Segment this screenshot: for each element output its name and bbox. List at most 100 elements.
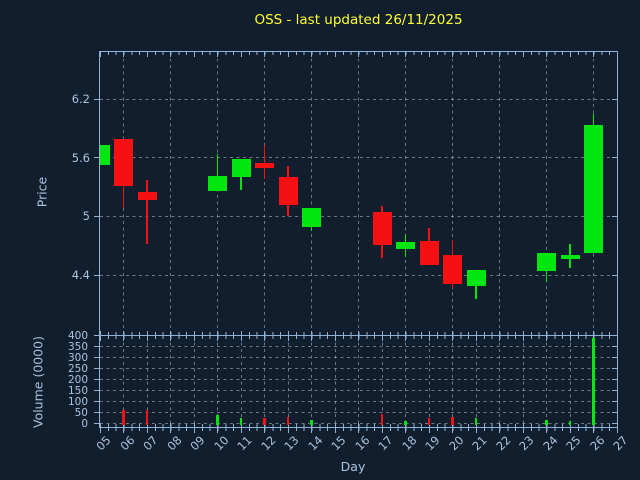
- volume-tick-label: 300: [67, 351, 88, 364]
- volume-gridline-vertical: [499, 336, 500, 427]
- major-tick-inner: [123, 330, 124, 335]
- candle-wick-day-10: [216, 153, 219, 191]
- volume-gridline-vertical: [428, 336, 430, 427]
- major-tick-inner: [616, 52, 617, 57]
- major-tick-inner: [452, 330, 453, 335]
- volume-tick-label: 400: [67, 329, 88, 342]
- major-tick-inner: [334, 330, 336, 335]
- day-tick-label: 19: [422, 433, 443, 454]
- day-tick: [146, 428, 148, 433]
- candle-day-7: [137, 191, 157, 200]
- major-tick-inner: [546, 330, 547, 335]
- major-tick-inner: [452, 52, 453, 57]
- price-tick-right: [612, 98, 617, 100]
- major-tick-inner: [100, 330, 101, 335]
- major-tick-inner: [287, 330, 289, 335]
- volume-gridline-vertical: [123, 336, 124, 427]
- candle-wick-day-12: [263, 144, 266, 180]
- price-tick-label: 5.6: [71, 150, 90, 165]
- volume-tick-right: [612, 423, 617, 424]
- major-tick-inner: [123, 336, 124, 341]
- volume-gridline-vertical: [170, 336, 171, 427]
- minor-ticks-outside: [100, 428, 618, 431]
- day-tick-label: 27: [610, 433, 631, 454]
- major-tick-inner: [193, 336, 195, 341]
- price-gridline-vertical: [358, 52, 359, 335]
- price-tick-right: [612, 215, 617, 217]
- price-gridline-vertical: [170, 52, 171, 335]
- day-tick: [217, 428, 218, 433]
- volume-gridline-vertical: [287, 336, 289, 427]
- volume-bar-day-24: [545, 419, 548, 426]
- day-tick-label: 21: [469, 433, 490, 454]
- volume-tick-label: 100: [67, 395, 88, 408]
- major-tick-inner: [287, 52, 289, 57]
- price-gridline-vertical: [499, 52, 500, 335]
- major-tick-inner: [170, 330, 171, 335]
- major-tick-inner: [616, 330, 617, 335]
- candle-day-11: [231, 158, 251, 178]
- day-axis-title: Day: [340, 459, 366, 474]
- major-tick-inner: [146, 52, 148, 57]
- major-tick-inner: [546, 52, 547, 57]
- major-tick-inner: [428, 330, 430, 335]
- major-tick-inner: [311, 336, 312, 341]
- price-tick-right: [612, 157, 617, 159]
- major-tick-inner: [405, 336, 406, 341]
- major-tick-inner: [593, 330, 594, 335]
- volume-bar-day-19: [427, 417, 431, 426]
- day-tick-label: 06: [117, 433, 138, 454]
- volume-gridline-vertical: [193, 336, 195, 427]
- volume-tick-right: [612, 357, 617, 358]
- price-gridline-vertical: [217, 52, 218, 335]
- major-tick-inner: [193, 330, 195, 335]
- volume-tick-right: [612, 346, 617, 347]
- volume-tick-label: 50: [74, 406, 88, 419]
- major-tick-inner: [334, 336, 336, 341]
- volume-bar-day-14: [310, 419, 313, 426]
- volume-bar-day-25: [568, 421, 572, 426]
- candle-wick-day-7: [146, 180, 148, 244]
- major-tick-inner: [170, 336, 171, 341]
- major-tick-inner: [311, 52, 312, 57]
- major-tick-inner: [264, 330, 265, 335]
- major-tick-inner: [381, 330, 383, 335]
- candle-day-6: [114, 139, 133, 186]
- major-tick-inner: [499, 52, 500, 57]
- major-tick-inner: [616, 336, 617, 341]
- volume-bar-day-20: [451, 416, 454, 426]
- volume-tick-label: 0: [81, 417, 88, 430]
- major-tick-inner: [240, 336, 242, 341]
- major-tick-inner: [100, 52, 101, 57]
- day-tick: [123, 428, 124, 433]
- major-tick-inner: [405, 52, 406, 57]
- major-tick-inner: [522, 422, 524, 427]
- day-tick-label: 25: [563, 433, 584, 454]
- major-tick-inner: [358, 52, 359, 57]
- price-tick-label: 5: [82, 209, 90, 224]
- major-tick-inner: [381, 336, 383, 341]
- major-tick-inner: [146, 336, 148, 341]
- candle-day-18: [396, 241, 415, 249]
- day-tick: [240, 428, 242, 433]
- major-tick-inner: [475, 52, 477, 57]
- volume-bar-day-12: [263, 418, 266, 426]
- volume-plot-area: [100, 336, 617, 427]
- day-tick-label: 17: [375, 433, 396, 454]
- day-tick-label: 24: [540, 433, 561, 454]
- volume-bar-day-17: [380, 414, 384, 426]
- day-tick-label: 09: [187, 433, 208, 454]
- major-tick-inner: [593, 52, 594, 57]
- day-tick: [499, 428, 500, 433]
- volume-tick-right: [612, 412, 617, 413]
- volume-bar-day-13: [286, 416, 290, 426]
- major-tick-inner: [499, 336, 500, 341]
- day-tick-label: 05: [93, 433, 114, 454]
- major-tick-inner: [522, 330, 524, 335]
- major-tick-inner: [475, 336, 477, 341]
- day-tick: [311, 428, 312, 433]
- price-gridline-vertical: [546, 52, 547, 335]
- price-gridline-vertical: [311, 52, 312, 335]
- volume-gridline-vertical: [146, 336, 148, 427]
